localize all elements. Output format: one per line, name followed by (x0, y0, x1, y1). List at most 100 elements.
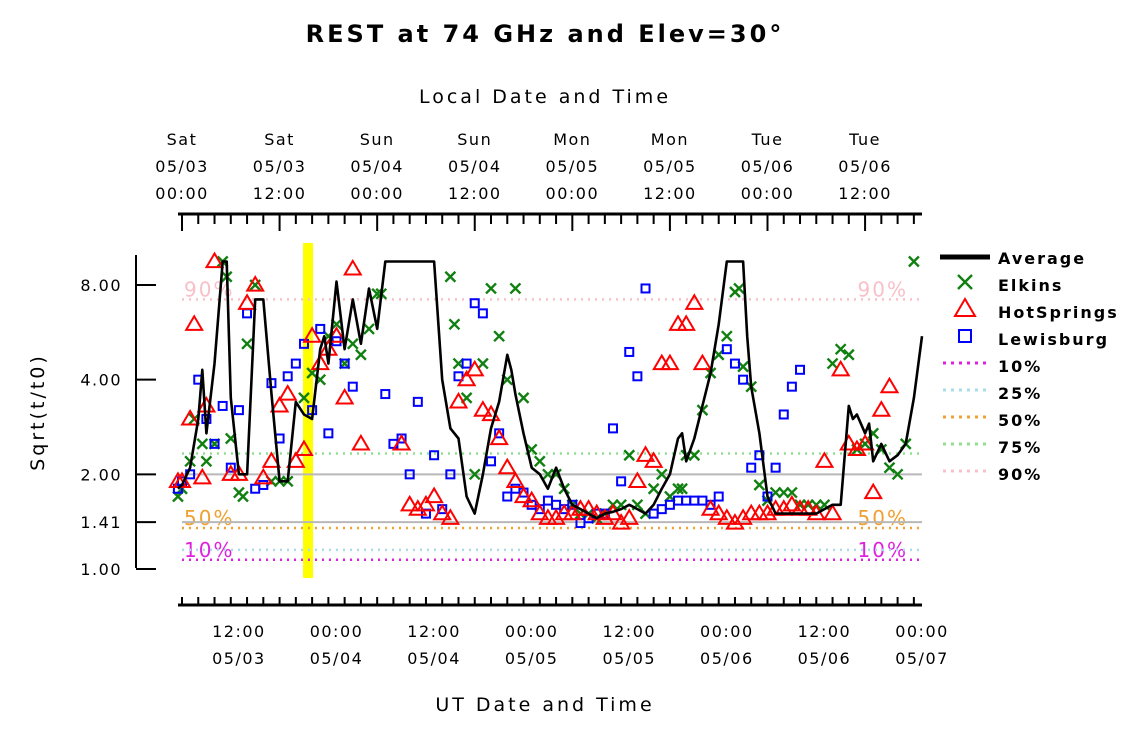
reference-label-left: 10% (184, 538, 234, 562)
lewisburg-point (445, 469, 456, 480)
hotsprings-point (448, 391, 469, 409)
hotsprings-point (399, 494, 420, 512)
top-tick-day: Sat (167, 130, 198, 149)
lewisburg-point (616, 476, 627, 487)
hotsprings-point (847, 439, 867, 457)
top-tick-day: Sat (264, 130, 295, 149)
elkins-point (444, 270, 457, 283)
legend-label: Elkins (998, 276, 1063, 295)
elkins-point (200, 455, 213, 468)
lewisburg-point (778, 409, 789, 420)
hotsprings-point (172, 471, 192, 488)
lewisburg-point (729, 358, 740, 369)
bottom-tick-date: 05/04 (407, 649, 461, 668)
top-tick-date: 05/03 (155, 157, 209, 176)
lewisburg-point (477, 308, 488, 319)
elkins-point (676, 482, 688, 495)
legend-swatch (958, 329, 972, 343)
hotsprings-point (416, 494, 436, 512)
elkins-point (655, 468, 668, 481)
bottom-tick-time: 00:00 (310, 622, 364, 641)
elkins-point (196, 438, 209, 450)
top-tick-date: 05/04 (350, 157, 404, 176)
lewisburg-point (624, 346, 635, 357)
elkins-point (448, 318, 461, 331)
hotsprings-point (245, 275, 265, 292)
elkins-point (753, 479, 766, 491)
top-tick-date: 05/06 (838, 157, 892, 176)
hotsprings-point (530, 503, 550, 521)
top-tick-day: Mon (553, 130, 591, 149)
y-tick-label: 4.00 (80, 371, 122, 390)
lewisburg-point (380, 389, 391, 400)
lewisburg-point (551, 499, 562, 510)
elkins-point (786, 486, 798, 499)
lewisburg-point (323, 428, 334, 439)
top-tick-day: Sun (457, 130, 492, 149)
elkins-point (733, 282, 745, 295)
lewisburg-point (738, 374, 749, 385)
lewisburg-point (258, 479, 269, 490)
reference-label-right: 90% (858, 277, 908, 301)
lewisburg-point (461, 358, 472, 369)
bottom-tick-date: 05/05 (505, 649, 559, 668)
hotsprings-point (391, 433, 412, 451)
y-tick-label: 1.00 (80, 560, 122, 579)
hotsprings-point (562, 503, 583, 521)
hotsprings-point (660, 353, 680, 371)
elkins-point (842, 348, 855, 361)
hotsprings-point (700, 499, 721, 516)
lewisburg-point (713, 491, 724, 502)
hotsprings-point (489, 428, 509, 446)
top-tick-day: Sun (360, 130, 395, 149)
y-tick-label: 8.00 (80, 276, 122, 295)
hotsprings-point (822, 503, 843, 521)
hotsprings-point (310, 353, 330, 371)
series-line-average (177, 260, 924, 520)
hotsprings-point (302, 326, 322, 343)
hotsprings-point (684, 293, 705, 310)
lewisburg-point (412, 396, 423, 407)
lewisburg-point (242, 308, 253, 319)
bottom-tick-time: 12:00 (407, 622, 461, 641)
hotsprings-point (879, 376, 900, 394)
hotsprings-point (269, 395, 290, 413)
elkins-point (509, 282, 522, 295)
legend-item: 50% (943, 411, 1040, 430)
bottom-tick-date: 05/06 (798, 649, 852, 668)
lewisburg-point (640, 283, 651, 294)
hotsprings-point (692, 353, 713, 371)
elkins-point (237, 490, 249, 503)
legend-item: Average (940, 249, 1084, 268)
lewisburg-point (469, 298, 480, 309)
elkins-point (298, 392, 310, 404)
top-tick-date: 05/04 (448, 157, 502, 176)
hotsprings-point (546, 508, 566, 525)
hotsprings-point (814, 451, 835, 468)
hotsprings-point (192, 467, 213, 485)
top-tick-day: Tue (848, 130, 881, 149)
series-average (177, 260, 924, 520)
bottom-tick-date: 05/06 (700, 649, 754, 668)
top-tick-time: 12:00 (448, 184, 502, 203)
hotsprings-point (253, 467, 274, 485)
hotsprings-point (863, 482, 883, 500)
bottom-tick-time: 00:00 (895, 622, 949, 641)
top-tick-time: 00:00 (155, 184, 209, 203)
lewisburg-point (209, 438, 220, 449)
hotsprings-point (277, 384, 298, 401)
hotsprings-point (627, 471, 648, 488)
elkins-point (891, 468, 904, 481)
bottom-tick-date: 05/04 (310, 649, 364, 668)
reference-label-left: 90% (184, 277, 234, 301)
hotsprings-point (294, 439, 314, 457)
lewisburg-point (315, 323, 326, 334)
hotsprings-point (221, 464, 241, 481)
reference-label-left: 50% (184, 506, 234, 530)
bottom-tick-time: 12:00 (798, 622, 852, 641)
lewisburg-point (542, 495, 553, 506)
hotsprings-point (180, 408, 200, 426)
elkins-point (363, 323, 375, 335)
elkins-point (826, 357, 839, 370)
